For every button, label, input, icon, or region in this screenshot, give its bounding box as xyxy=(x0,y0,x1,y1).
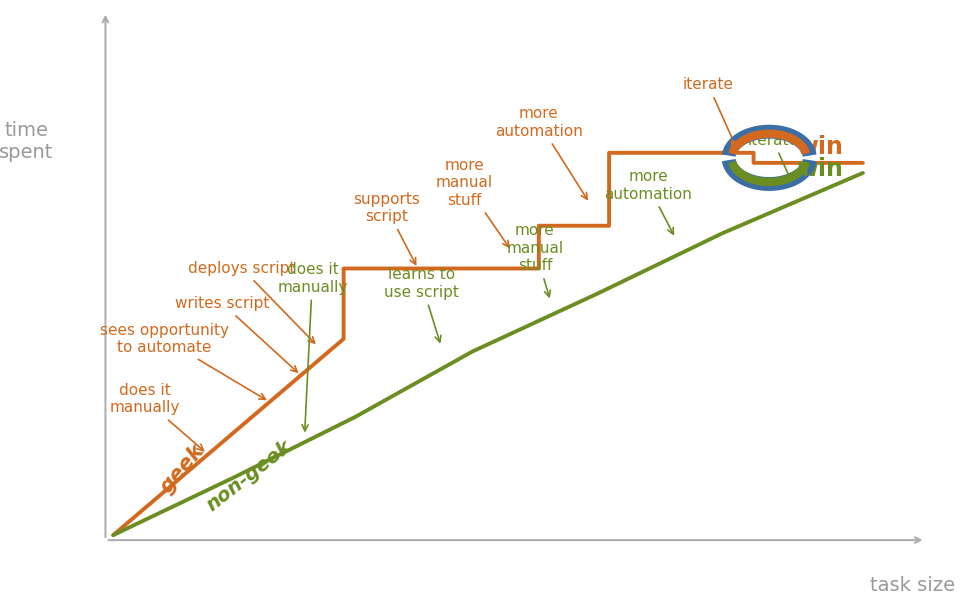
Text: time
spent: time spent xyxy=(0,121,54,162)
Text: more
manual
stuff: more manual stuff xyxy=(436,158,509,247)
Text: writes script: writes script xyxy=(175,296,297,372)
Text: geek: geek xyxy=(156,440,208,497)
Text: sees opportunity
to automate: sees opportunity to automate xyxy=(99,322,265,399)
Text: win: win xyxy=(796,157,844,181)
Text: does it
manually: does it manually xyxy=(109,383,203,451)
Text: deploys script: deploys script xyxy=(188,261,314,343)
Text: iterate: iterate xyxy=(683,77,736,147)
Text: learns to
use script: learns to use script xyxy=(385,268,459,342)
Text: more
automation: more automation xyxy=(495,107,587,199)
Text: non-geek: non-geek xyxy=(203,437,296,515)
Text: win: win xyxy=(796,135,844,159)
Text: task size: task size xyxy=(870,576,955,595)
Text: does it
manually: does it manually xyxy=(278,262,348,431)
Text: iterate: iterate xyxy=(748,133,798,180)
Text: more
manual
stuff: more manual stuff xyxy=(506,224,564,297)
Text: more
automation: more automation xyxy=(604,169,692,234)
Text: supports
script: supports script xyxy=(353,192,420,265)
